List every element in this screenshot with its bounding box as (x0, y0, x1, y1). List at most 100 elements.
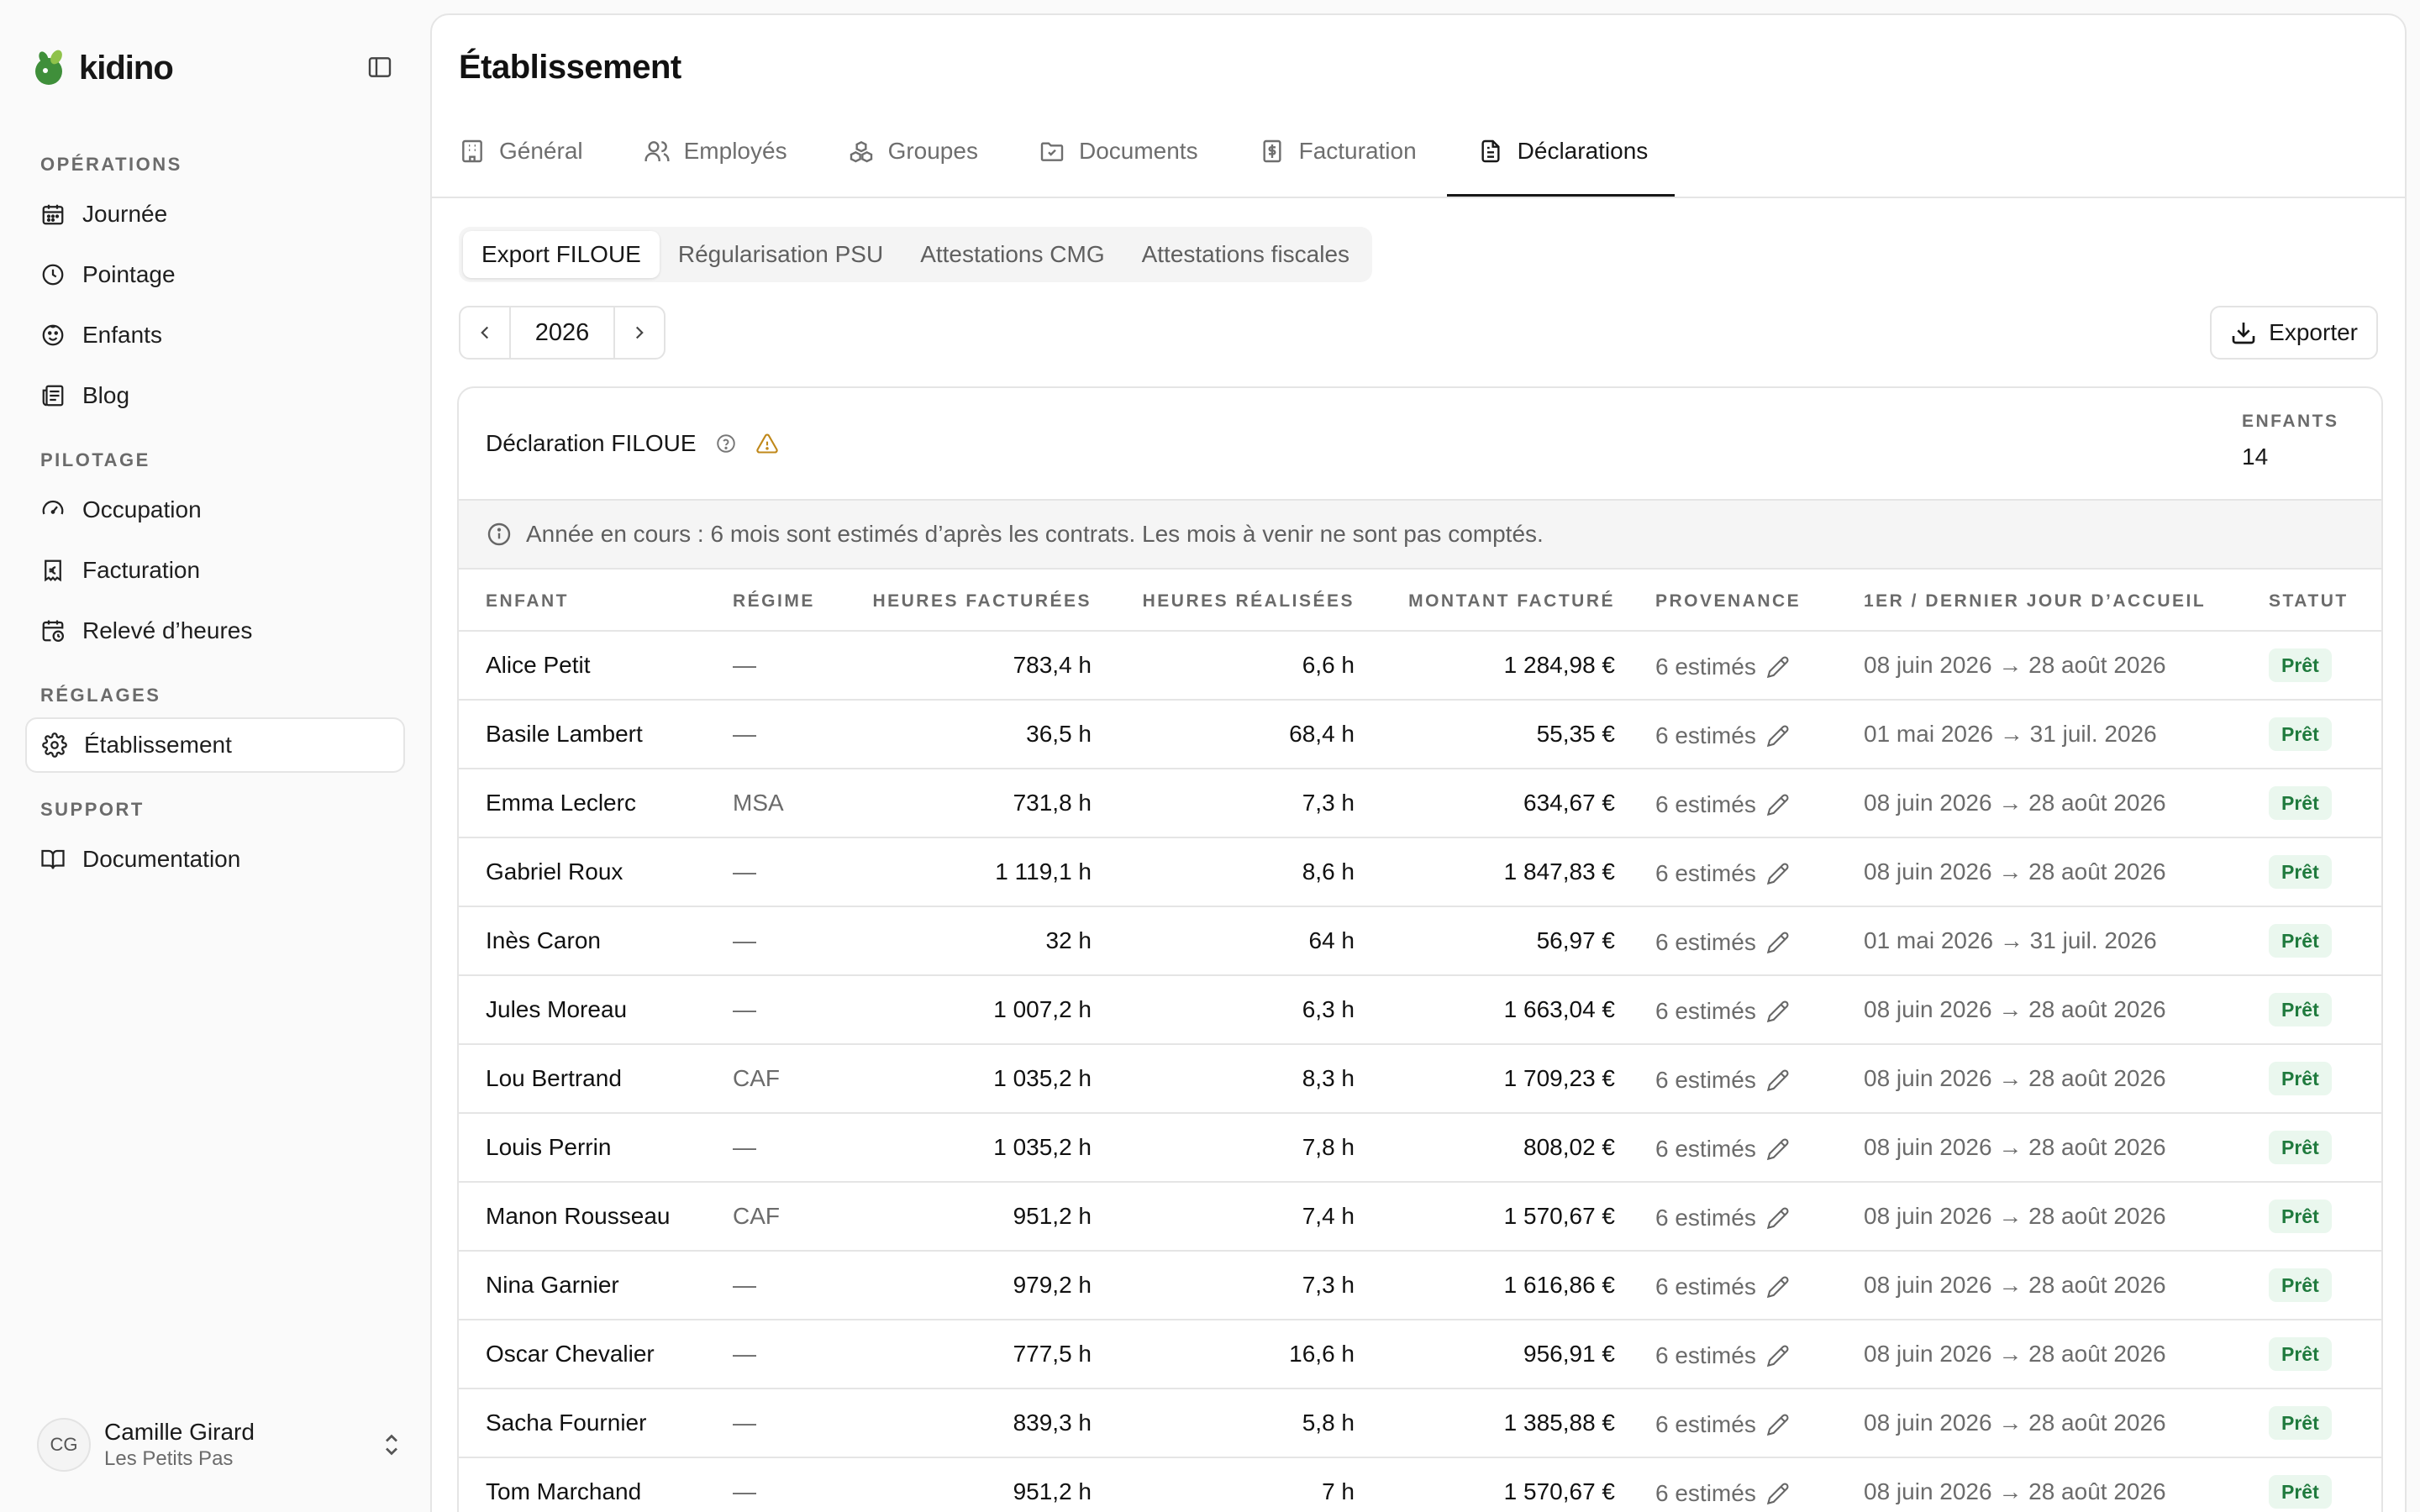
tab-label: Groupes (887, 138, 978, 164)
sidebar-toggle-button[interactable] (363, 50, 397, 84)
column-header-provenance[interactable]: Provenance (1655, 591, 1802, 611)
cell-heures-realisees: 6,6 h (1302, 652, 1355, 678)
cell-provenance: 6 estimés (1655, 1067, 1790, 1094)
pencil-icon[interactable] (1766, 655, 1790, 679)
user-name: Camille Girard (104, 1419, 255, 1445)
cell-heures-realisees: 8,6 h (1302, 858, 1355, 885)
previous-year-button[interactable] (460, 307, 509, 358)
sidebar-item-releve-heures[interactable]: Relevé d’heures (25, 603, 405, 659)
status-badge: Prêt (2269, 993, 2332, 1026)
pencil-icon[interactable] (1766, 931, 1790, 954)
column-header-enfant[interactable]: Enfant (486, 591, 569, 611)
cell-enfant: Jules Moreau (486, 996, 628, 1022)
pencil-icon[interactable] (1766, 862, 1790, 885)
status-badge: Prêt (2269, 717, 2332, 751)
pencil-icon[interactable] (1766, 1482, 1790, 1505)
subtab-attestations-fiscales[interactable]: Attestations fiscales (1141, 241, 1350, 267)
next-year-button[interactable] (615, 307, 664, 358)
sidebar-item-journee[interactable]: Journée (25, 186, 405, 242)
cell-statut: Prêt (2269, 786, 2332, 820)
tab-documents[interactable]: Documents (1039, 138, 1198, 197)
table-row[interactable]: Inès Caron — 32 h 64 h 56,97 € 6 estimés… (459, 907, 2381, 976)
sidebar-item-facturation[interactable]: Facturation (25, 543, 405, 598)
sidebar-item-label: Facturation (82, 557, 201, 583)
pencil-icon[interactable] (1766, 1068, 1790, 1092)
tab-general[interactable]: Général (459, 138, 583, 197)
tab-label: Général (499, 138, 583, 164)
status-badge: Prêt (2269, 855, 2332, 889)
tab-label: Documents (1078, 138, 1198, 164)
users-icon (644, 141, 670, 161)
table-row[interactable]: Louis Perrin — 1 035,2 h 7,8 h 808,02 € … (459, 1114, 2381, 1183)
sidebar-item-label: Documentation (82, 846, 241, 872)
column-header-heures-realisees[interactable]: Heures réalisées (1142, 591, 1355, 611)
column-header-regime[interactable]: Régime (733, 591, 815, 611)
status-badge: Prêt (2269, 924, 2332, 958)
cell-montant-facture: 1 570,67 € (1503, 1203, 1615, 1229)
sidebar-item-label: Enfants (82, 322, 162, 348)
cell-dates-accueil: 08 juin 2026 → 28 août 2026 (1864, 1478, 2166, 1504)
cell-provenance: 6 estimés (1655, 654, 1790, 680)
sidebar-item-occupation[interactable]: Occupation (25, 482, 405, 538)
table-row[interactable]: Emma Leclerc MSA 731,8 h 7,3 h 634,67 € … (459, 769, 2381, 838)
pencil-icon[interactable] (1766, 793, 1790, 816)
warning-triangle-icon[interactable] (755, 432, 779, 455)
subtab-attestations-cmg[interactable]: Attestations CMG (920, 241, 1105, 267)
sidebar-item-label: Occupation (82, 496, 202, 522)
help-circle-icon[interactable] (715, 433, 737, 454)
status-badge: Prêt (2269, 1200, 2332, 1233)
cell-enfant: Basile Lambert (486, 721, 643, 747)
cell-dates-accueil: 01 mai 2026 → 31 juil. 2026 (1864, 927, 2157, 953)
cell-provenance: 6 estimés (1655, 1205, 1790, 1231)
brand[interactable]: kidino (30, 47, 174, 89)
cell-heures-realisees: 8,3 h (1302, 1065, 1355, 1091)
cell-montant-facture: 1 385,88 € (1503, 1410, 1615, 1436)
cell-enfant: Inès Caron (486, 927, 601, 953)
sidebar-item-enfants[interactable]: Enfants (25, 307, 405, 363)
cell-statut: Prêt (2269, 1268, 2332, 1302)
subtab-export-filoue[interactable]: Export FILOUE (463, 231, 660, 278)
pencil-icon[interactable] (1766, 1000, 1790, 1023)
sidebar-item-pointage[interactable]: Pointage (25, 247, 405, 302)
provenance-text: 6 estimés (1655, 1273, 1756, 1299)
pencil-icon[interactable] (1766, 1413, 1790, 1436)
table-row[interactable]: Gabriel Roux — 1 119,1 h 8,6 h 1 847,83 … (459, 838, 2381, 907)
cell-heures-realisees: 64 h (1308, 927, 1355, 953)
column-header-heures-facturees[interactable]: Heures facturées (872, 591, 1092, 611)
tab-employes[interactable]: Employés (644, 138, 787, 197)
file-text-icon (1481, 139, 1500, 163)
cell-dates-accueil: 08 juin 2026 → 28 août 2026 (1864, 858, 2166, 885)
table-row[interactable]: Lou Bertrand CAF 1 035,2 h 8,3 h 1 709,2… (459, 1045, 2381, 1114)
sidebar-item-documentation[interactable]: Documentation (25, 832, 405, 887)
export-button[interactable]: Exporter (2210, 306, 2378, 360)
table-row[interactable]: Tom Marchand — 951,2 h 7 h 1 570,67 € 6 … (459, 1458, 2381, 1512)
pencil-icon[interactable] (1766, 1206, 1790, 1230)
pencil-icon[interactable] (1766, 1137, 1790, 1161)
tab-declarations[interactable]: Déclarations (1446, 138, 1675, 197)
cell-provenance: 6 estimés (1655, 791, 1790, 818)
user-menu[interactable]: CG Camille Girard Les Petits Pas (37, 1418, 407, 1472)
column-header-statut[interactable]: Statut (2269, 591, 2349, 611)
pencil-icon[interactable] (1766, 1275, 1790, 1299)
cell-heures-facturees: 951,2 h (1013, 1478, 1092, 1504)
tab-groupes[interactable]: Groupes (848, 138, 978, 197)
table-row[interactable]: Basile Lambert — 36,5 h 68,4 h 55,35 € 6… (459, 701, 2381, 769)
cell-heures-realisees: 68,4 h (1289, 721, 1355, 747)
notice-text: Année en cours : 6 mois sont estimés d’a… (526, 521, 1544, 547)
table-row[interactable]: Sacha Fournier — 839,3 h 5,8 h 1 385,88 … (459, 1389, 2381, 1458)
cell-dates-accueil: 08 juin 2026 → 28 août 2026 (1864, 1272, 2166, 1298)
column-header-dates-accueil[interactable]: 1er / dernier jour d’accueil (1864, 591, 2207, 611)
pencil-icon[interactable] (1766, 1344, 1790, 1368)
table-row[interactable]: Manon Rousseau CAF 951,2 h 7,4 h 1 570,6… (459, 1183, 2381, 1252)
sidebar-item-blog[interactable]: Blog (25, 368, 405, 423)
sidebar-item-etablissement[interactable]: Établissement (25, 717, 405, 773)
card-title: Déclaration FILOUE (486, 430, 779, 457)
table-row[interactable]: Alice Petit — 783,4 h 6,6 h 1 284,98 € 6… (459, 632, 2381, 701)
tab-facturation[interactable]: Facturation (1259, 138, 1417, 197)
table-row[interactable]: Oscar Chevalier — 777,5 h 16,6 h 956,91 … (459, 1320, 2381, 1389)
table-row[interactable]: Nina Garnier — 979,2 h 7,3 h 1 616,86 € … (459, 1252, 2381, 1320)
table-row[interactable]: Jules Moreau — 1 007,2 h 6,3 h 1 663,04 … (459, 976, 2381, 1045)
subtab-regularisation-psu[interactable]: Régularisation PSU (677, 241, 884, 267)
column-header-montant-facture[interactable]: Montant facturé (1408, 591, 1615, 611)
pencil-icon[interactable] (1766, 724, 1790, 748)
